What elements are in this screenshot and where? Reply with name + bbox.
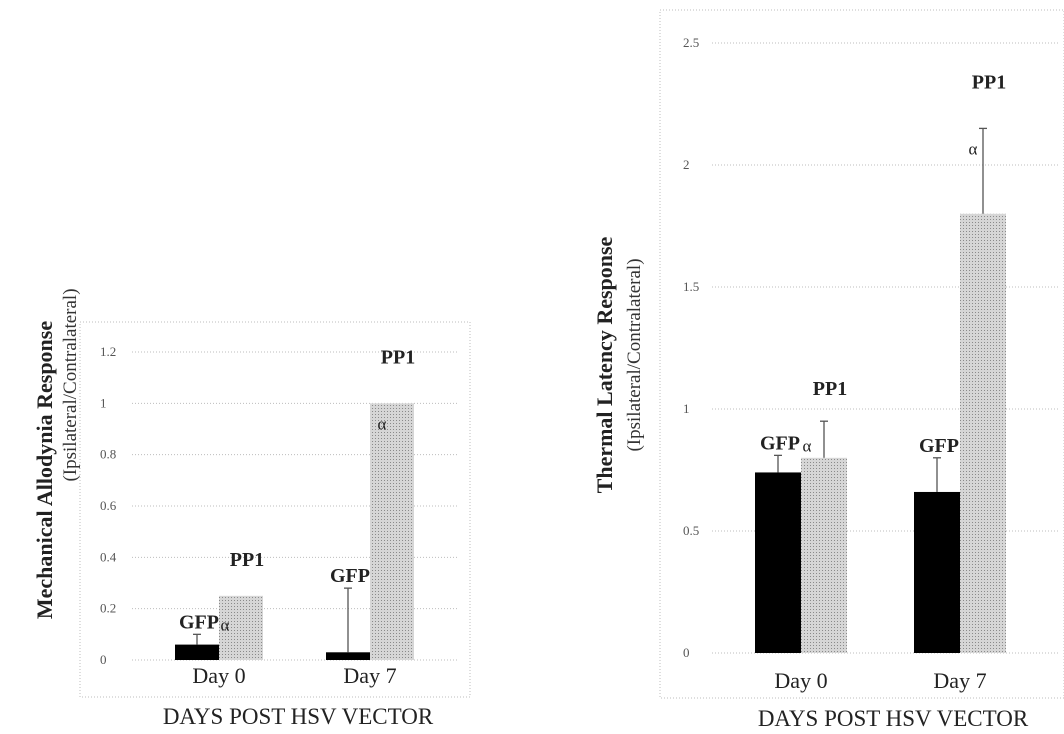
y-tick-label: 2.5 (683, 35, 699, 50)
bar-gfp (755, 472, 801, 653)
annotation-label: PP1 (813, 378, 847, 400)
y-axis-label: Thermal Latency Response (592, 236, 617, 493)
bar-pp1 (960, 214, 1006, 653)
y-tick-label: 1.5 (683, 279, 699, 294)
bar-pp1 (370, 403, 414, 660)
x-tick-label: Day 7 (933, 668, 986, 693)
x-tick-label: Day 7 (343, 663, 396, 688)
y-axis-sublabel: (Ipsilateral/Contralateral) (624, 258, 645, 451)
y-tick-label: 2 (683, 157, 690, 172)
annotation-label: α (378, 414, 387, 433)
bar-gfp (326, 652, 370, 660)
annotation-label: α (221, 615, 230, 634)
y-axis-label: Mechanical Allodynia Response (32, 321, 57, 619)
annotation-label: GFP (919, 435, 959, 457)
y-tick-label: 1.2 (100, 344, 116, 359)
y-tick-label: 0 (683, 645, 690, 660)
annotation-label: α (969, 139, 978, 158)
y-axis-sublabel: (Ipsilateral/Contralateral) (60, 288, 81, 481)
y-tick-label: 0.4 (100, 549, 117, 564)
x-tick-label: Day 0 (192, 663, 245, 688)
y-tick-label: 0.6 (100, 498, 117, 513)
annotation-label: GFP (760, 432, 800, 454)
annotation-label: α (803, 436, 812, 455)
bar-pp1 (801, 458, 847, 653)
y-tick-label: 0.5 (683, 523, 699, 538)
annotation-label: GFP (179, 611, 219, 633)
y-tick-label: 0.8 (100, 447, 116, 462)
x-axis-label: DAYS POST HSV VECTOR (163, 704, 434, 729)
y-tick-label: 0 (100, 652, 107, 667)
x-axis-label: DAYS POST HSV VECTOR (758, 706, 1029, 731)
annotation-label: GFP (330, 565, 370, 587)
y-tick-label: 0.2 (100, 601, 116, 616)
annotation-label: PP1 (381, 346, 415, 368)
bar-gfp (914, 492, 960, 653)
y-tick-label: 1 (683, 401, 690, 416)
x-tick-label: Day 0 (774, 668, 827, 693)
thermal-latency-chart: 00.511.522.5 Day 0Day 7 GFPαPP1GFPPP1α D… (592, 10, 1064, 731)
annotation-label: PP1 (230, 549, 264, 571)
annotation-label: PP1 (972, 71, 1006, 93)
mechanical-allodynia-chart: 00.20.40.60.811.2 Day 0Day 7 GFPαPP1GFPP… (32, 288, 470, 729)
bar-gfp (175, 645, 219, 660)
y-tick-label: 1 (100, 395, 107, 410)
